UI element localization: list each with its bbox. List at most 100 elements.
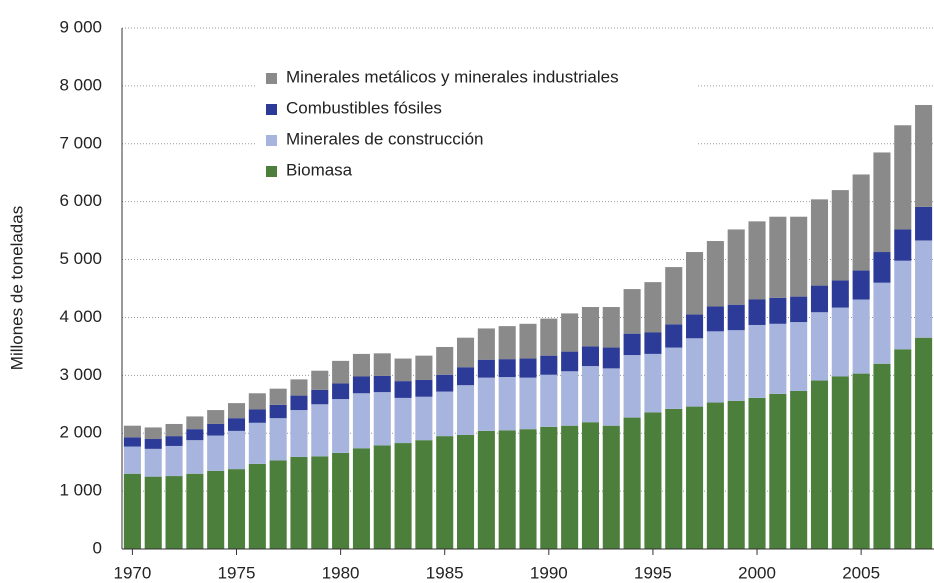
bar-segment: [269, 388, 287, 405]
bar-segment: [831, 280, 849, 308]
bar-segment: [727, 330, 745, 401]
bar-segment: [665, 324, 683, 348]
bar-segment: [790, 390, 808, 549]
bar-segment: [894, 125, 912, 230]
bar-segment: [165, 423, 183, 437]
bar-segment: [394, 443, 412, 549]
bar-segment: [498, 430, 516, 549]
bar-segment: [332, 399, 350, 453]
bar-segment: [894, 349, 912, 549]
bar-segment: [519, 377, 537, 430]
bar-segment: [831, 190, 849, 281]
bar-segment: [873, 282, 891, 364]
bar-segment: [686, 338, 704, 407]
bar-segment: [332, 360, 350, 384]
bar-segment: [873, 363, 891, 549]
bar-segment: [352, 353, 370, 377]
bar-segment: [748, 397, 766, 549]
bar-segment: [123, 473, 141, 549]
y-axis-title: Millones de toneladas: [7, 206, 26, 370]
bar-segment: [311, 456, 329, 549]
bar-segment: [498, 377, 516, 431]
bar-segment: [748, 299, 766, 325]
bar-segment: [852, 174, 870, 271]
bar-segment: [311, 389, 329, 405]
bar-segment: [915, 240, 933, 338]
bar-segment: [290, 379, 308, 396]
legend-label: Combustibles fósiles: [286, 98, 442, 117]
bar-segment: [915, 104, 933, 207]
bar-segment: [436, 374, 454, 392]
bar-segment: [144, 427, 162, 440]
bar-segment: [686, 406, 704, 549]
legend-swatch: [266, 104, 277, 115]
bar-segment: [269, 418, 287, 461]
y-tick-label: 2 000: [59, 423, 102, 442]
bar-segment: [373, 392, 391, 446]
bar-segment: [581, 422, 599, 549]
bar-segment: [352, 393, 370, 449]
legend-label: Minerales de construcción: [286, 129, 483, 148]
bar-segment: [769, 216, 787, 298]
bar-segment: [477, 377, 495, 431]
bar-segment: [748, 324, 766, 398]
bar-segment: [831, 307, 849, 377]
bar-segment: [457, 434, 475, 549]
bar-segment: [311, 404, 329, 457]
y-tick-label: 3 000: [59, 365, 102, 384]
bar-segment: [602, 307, 620, 348]
bar-segment: [915, 337, 933, 549]
bar-segment: [727, 229, 745, 305]
bar-segment: [831, 376, 849, 549]
bar-segment: [540, 374, 558, 427]
bar-segment: [207, 410, 225, 424]
bar-segment: [581, 366, 599, 423]
bar-segment: [602, 347, 620, 369]
x-tick-label: 1980: [322, 563, 360, 582]
bar-segment: [457, 367, 475, 386]
bar-segment: [686, 252, 704, 315]
bar-segment: [810, 285, 829, 313]
bar-segment: [644, 332, 662, 354]
bar-segment: [769, 393, 787, 549]
bar-segment: [352, 376, 370, 394]
bar-segment: [623, 355, 641, 418]
bar-segment: [248, 409, 266, 423]
legend-swatch: [266, 166, 277, 177]
bar-segment: [644, 282, 662, 333]
bar-segment: [540, 318, 558, 356]
y-tick-label: 1 000: [59, 481, 102, 500]
bar-segment: [394, 381, 412, 398]
bar-segment: [477, 328, 495, 360]
legend-swatch: [266, 73, 277, 84]
bar-segment: [436, 346, 454, 375]
bar-segment: [623, 289, 641, 334]
bar-segment: [561, 313, 579, 352]
bar-segment: [290, 456, 308, 549]
bar-segment: [665, 267, 683, 325]
bar-segment: [540, 355, 558, 375]
bar-segment: [186, 440, 204, 474]
bar-segment: [248, 422, 266, 464]
x-tick-label: 1990: [530, 563, 568, 582]
bar-segment: [769, 297, 787, 324]
legend-box: [256, 64, 696, 184]
bar-segment: [706, 241, 724, 307]
x-tick-label: 1985: [426, 563, 464, 582]
bar-segment: [186, 429, 204, 441]
bar-segment: [457, 337, 475, 368]
bar-segment: [373, 353, 391, 376]
bar-segment: [852, 270, 870, 300]
bar-segment: [415, 396, 433, 441]
bar-segment: [540, 426, 558, 549]
bar-segment: [894, 229, 912, 261]
y-tick-label: 9 000: [59, 17, 102, 36]
bar-segment: [873, 152, 891, 253]
bar-segment: [644, 353, 662, 413]
x-tick-label: 2005: [842, 563, 880, 582]
y-tick-label: 4 000: [59, 307, 102, 326]
bar-segment: [790, 322, 808, 391]
bar-segment: [394, 358, 412, 382]
bar-segment: [706, 331, 724, 403]
bar-segment: [144, 448, 162, 477]
